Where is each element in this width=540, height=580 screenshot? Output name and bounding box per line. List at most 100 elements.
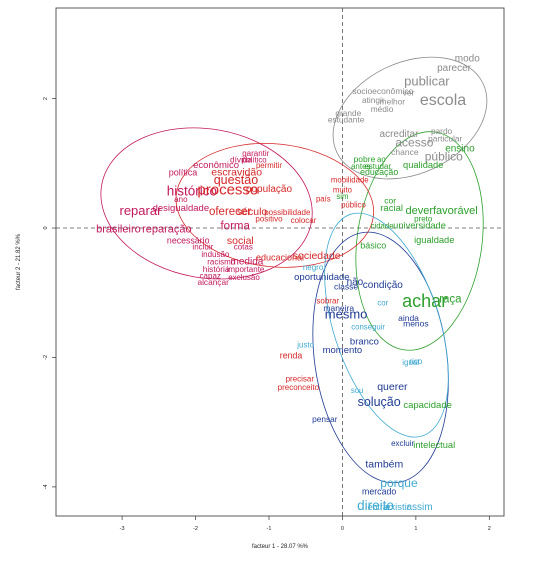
word-label: acreditar	[380, 129, 420, 140]
word-label: país	[316, 194, 331, 203]
word-label: excluir	[391, 439, 414, 448]
word-label: publicar	[404, 74, 450, 89]
word-label: sim	[336, 192, 348, 201]
x-tick-label: -2	[193, 526, 198, 532]
word-label: entrar	[368, 502, 391, 512]
word-label: conseguir	[351, 323, 385, 332]
word-label: rico	[409, 357, 422, 366]
word-label: política	[169, 168, 198, 178]
word-label: racismo	[207, 257, 236, 266]
word-label: cidade	[371, 222, 394, 231]
word-label: cotas	[234, 242, 253, 251]
word-label: oportunidade	[294, 272, 349, 283]
word-label: reparação	[142, 224, 192, 236]
word-label: assim	[406, 502, 432, 513]
word-label: justo	[296, 341, 314, 350]
word-label: histórico	[167, 184, 217, 199]
word-label: escola	[420, 92, 466, 109]
word-label: econômico	[193, 160, 239, 171]
plot-frame	[55, 7, 505, 517]
word-label: público	[425, 150, 463, 164]
word-label: ainda	[398, 313, 419, 323]
x-axis-title: facteur 1 - 28.07 %%	[252, 544, 309, 550]
word-label: menos	[403, 318, 429, 328]
word-label: médio	[371, 104, 394, 114]
x-tick-label: 1	[414, 526, 417, 532]
word-label: acesso	[395, 135, 433, 149]
word-label: antes	[351, 162, 371, 171]
word-label: população	[246, 184, 293, 195]
word-label: raça	[439, 293, 462, 305]
word-label: brasileiro	[96, 224, 141, 236]
y-axis-title: facteur 2 - 21.82 %%	[16, 233, 22, 290]
word-label: permitir	[256, 161, 282, 170]
word-label: igual	[402, 358, 419, 367]
word-label: indusão	[201, 250, 230, 259]
word-label: precisar	[286, 374, 315, 383]
word-label: muito	[333, 185, 353, 194]
word-label: achar	[402, 291, 447, 311]
word-label: preconceito	[278, 383, 320, 392]
word-label: atingir	[362, 95, 385, 105]
word-label: ano	[174, 195, 188, 204]
word-label: capaz	[200, 272, 221, 281]
word-label: intelectual	[413, 440, 455, 450]
word-label: querer	[377, 381, 408, 393]
word-label: porque	[380, 476, 418, 490]
word-label: melhor	[380, 96, 406, 106]
word-label: exclusão	[228, 273, 260, 282]
word-label: colocar	[291, 216, 317, 225]
word-label: branco	[350, 337, 379, 348]
word-label: história	[203, 264, 230, 274]
word-label: maneira	[323, 303, 354, 313]
y-tick-label: -2	[43, 355, 49, 360]
word-label: ver	[403, 87, 415, 97]
word-label: oferecer	[209, 206, 251, 218]
word-label: chance	[391, 147, 419, 157]
word-label: pensar	[312, 414, 338, 424]
word-label: capacidade	[403, 400, 452, 411]
word-label: pardo	[431, 126, 453, 136]
word-label: educação	[360, 167, 398, 177]
x-tick-label: -3	[120, 526, 125, 532]
word-label: cor	[384, 195, 396, 205]
word-label: classe	[334, 282, 358, 292]
cluster-ellipses	[100, 56, 488, 484]
word-label: mesmo	[325, 307, 368, 322]
word-label: necessário	[167, 236, 210, 246]
x-tick-label: -1	[267, 526, 272, 532]
word-label: questão	[214, 173, 259, 187]
word-label: parecer	[437, 63, 472, 74]
word-label: forma	[220, 220, 250, 232]
word-label: também	[365, 458, 403, 470]
word-label: direito	[357, 498, 394, 513]
word-label: mercado	[362, 487, 396, 497]
word-label: solução	[358, 395, 401, 409]
word-label: igualdade	[414, 235, 454, 245]
cluster-ellipse	[175, 142, 375, 268]
word-label: escravidão	[211, 167, 262, 179]
word-label: universidade	[393, 221, 446, 231]
word-label: momento	[323, 345, 363, 356]
word-label: desigualdade	[153, 203, 210, 214]
word-label: incluir	[192, 242, 213, 251]
word-label: educacional	[256, 252, 304, 262]
word-label: medida	[231, 256, 264, 267]
word-label: sobrar	[316, 297, 339, 306]
word-label: alcançar	[197, 277, 229, 287]
word-label: deverfavorável	[405, 205, 477, 217]
x-axis-ticks: -3 -2 -1 0 1 2	[120, 516, 491, 532]
word-label: social	[227, 235, 254, 247]
word-label: condição	[363, 280, 403, 291]
cluster-ellipse	[324, 212, 449, 438]
word-label: pobre	[354, 154, 376, 164]
word-label: dívida	[230, 155, 253, 165]
word-label: socioeconômico	[352, 86, 413, 96]
word-label: grande	[335, 108, 361, 118]
y-tick-label: -4	[43, 484, 49, 489]
x-tick-label: 2	[488, 526, 491, 532]
cluster-ellipse	[100, 127, 313, 280]
word-label: preto	[414, 215, 433, 224]
